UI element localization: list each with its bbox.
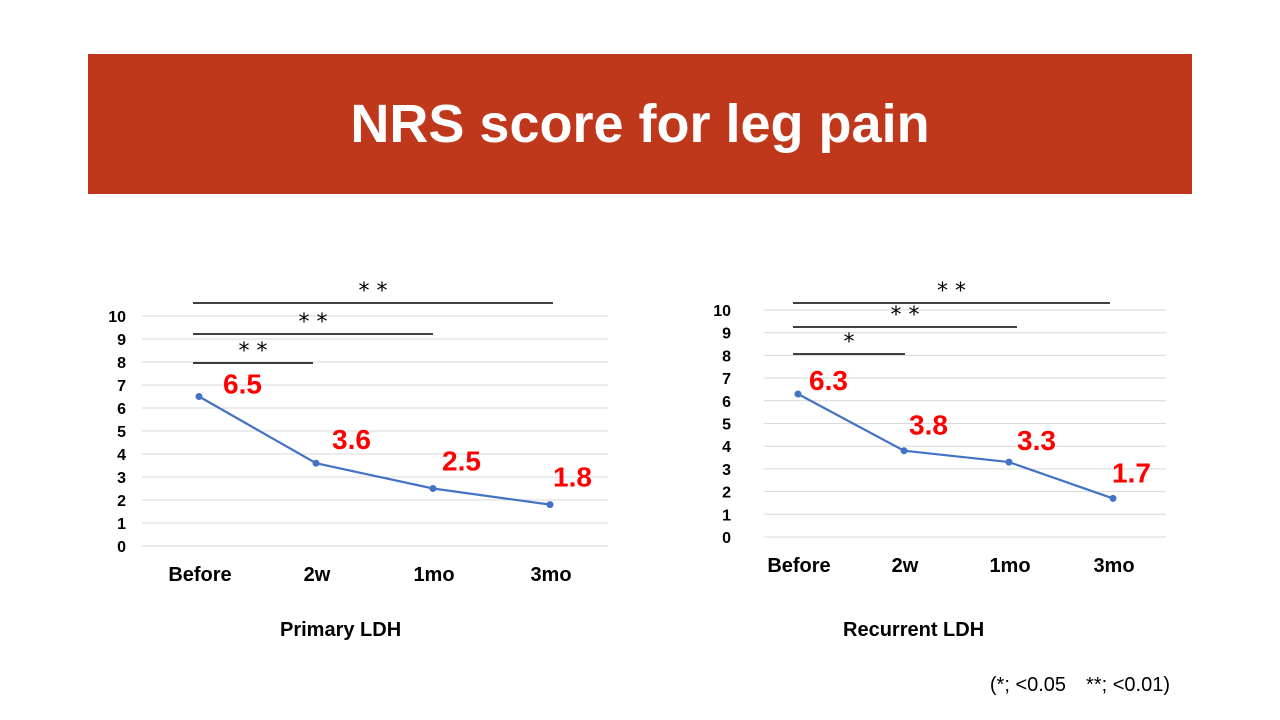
y-tick-label: 1 <box>722 507 731 524</box>
data-point <box>900 447 908 455</box>
significance-label: * <box>844 330 855 355</box>
significance-label: * * <box>937 279 966 304</box>
data-point <box>1005 458 1013 466</box>
significance-label: * * <box>359 279 388 304</box>
data-label: 3.6 <box>332 424 371 455</box>
y-tick-label: 5 <box>722 417 731 434</box>
data-label: 6.3 <box>809 365 848 396</box>
data-label: 6.5 <box>223 369 262 400</box>
page-title: NRS score for leg pain <box>350 94 930 154</box>
y-tick-label: 0 <box>117 539 126 556</box>
y-tick-label: 9 <box>722 326 731 343</box>
y-tick-label: 8 <box>722 348 731 365</box>
y-tick-label: 4 <box>117 447 126 464</box>
y-tick-label: 10 <box>713 303 731 320</box>
data-label: 1.7 <box>1112 457 1151 488</box>
y-tick-label: 6 <box>117 401 126 418</box>
significance-label: * * <box>299 310 328 335</box>
x-category-label: 1mo <box>413 564 454 586</box>
title-banner: NRS score for leg pain <box>88 54 1192 194</box>
y-tick-label: 6 <box>722 394 731 411</box>
y-tick-label: 0 <box>722 530 731 547</box>
y-tick-label: 9 <box>117 332 126 349</box>
y-tick-label: 7 <box>722 371 731 388</box>
data-label: 2.5 <box>442 446 481 477</box>
significance-label: * * <box>239 339 268 364</box>
y-tick-label: 5 <box>117 424 126 441</box>
data-point <box>312 459 320 467</box>
y-tick-label: 3 <box>117 470 126 487</box>
x-category-label: 1mo <box>989 555 1030 577</box>
data-point <box>1109 494 1117 502</box>
data-label: 3.8 <box>909 410 948 441</box>
significance-footnote: (*; <0.05 **; <0.01) <box>989 674 1170 696</box>
significance-label: * * <box>891 303 920 328</box>
y-tick-label: 2 <box>117 493 126 510</box>
y-tick-label: 8 <box>117 355 126 372</box>
data-point <box>546 501 554 509</box>
data-label: 3.3 <box>1017 425 1056 456</box>
series-line <box>198 395 551 506</box>
chart-caption-primary: Primary LDH <box>280 619 402 641</box>
data-point <box>429 485 437 492</box>
chart-caption-recurrent: Recurrent LDH <box>843 619 985 641</box>
x-category-label: 3mo <box>530 564 571 586</box>
data-point <box>195 393 203 400</box>
y-tick-label: 4 <box>722 439 731 456</box>
series-line <box>797 393 1114 500</box>
y-tick-label: 2 <box>722 485 731 502</box>
y-tick-label: 7 <box>117 378 126 395</box>
x-category-label: 2w <box>892 555 919 577</box>
data-label: 1.8 <box>553 462 592 493</box>
data-point <box>794 390 802 398</box>
x-category-label: 3mo <box>1093 555 1134 577</box>
x-category-label: Before <box>767 555 830 577</box>
y-tick-label: 10 <box>108 309 126 326</box>
x-category-label: Before <box>168 564 231 586</box>
x-category-label: 2w <box>304 564 331 586</box>
y-tick-label: 1 <box>117 516 126 533</box>
y-tick-label: 3 <box>722 462 731 479</box>
